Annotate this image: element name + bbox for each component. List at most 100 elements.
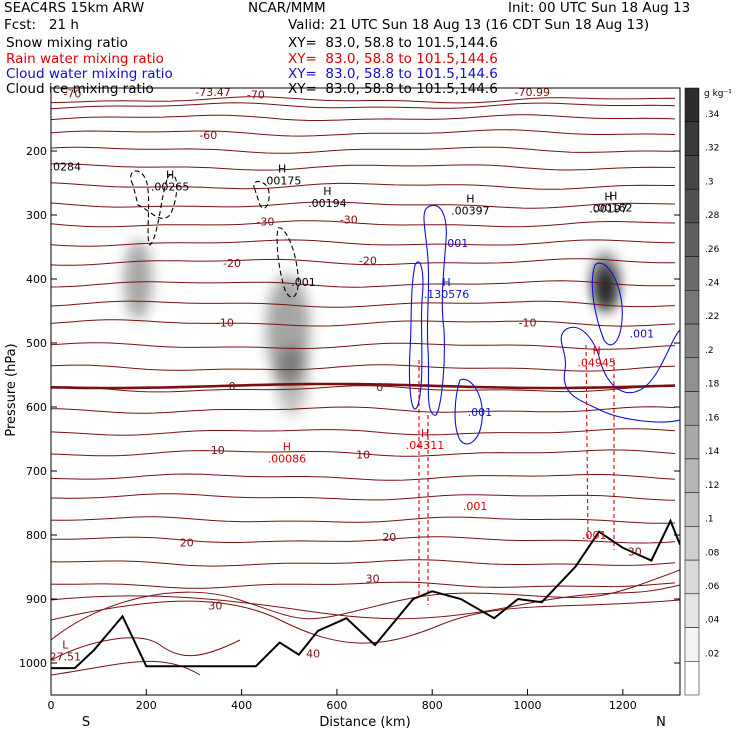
model-title: SEAC4RS 15km ARW — [4, 0, 145, 16]
colorbar: .34 .32 .3 .28 .26 .24 .22 .2 .18 .16 .14 .12 .1 .08.… — [684, 87, 720, 696]
extremum-value: .130576 — [424, 288, 470, 301]
lower-isotherm-2 — [51, 569, 680, 641]
colorbar-label: .18 — [705, 380, 720, 390]
temperature-label: 10 — [211, 444, 225, 457]
field-xy-cloud-water: XY= 83.0, 58.8 to 101.5,144.6 — [288, 66, 498, 82]
isotherm-3 — [51, 129, 676, 137]
colorbar-label: .26 — [705, 245, 720, 255]
temperature-label: 20 — [180, 537, 194, 550]
isotherm-15 — [51, 364, 676, 372]
mixing-contour-2 — [276, 227, 299, 298]
x-end-label-south: S — [82, 715, 90, 730]
mixing-contour-label: .0284 — [50, 160, 82, 173]
colorbar-label: .16 — [705, 413, 720, 423]
mixing-contour-3 — [423, 204, 447, 416]
extremum-mark: L — [62, 639, 69, 652]
temperature-label: 30 — [366, 573, 380, 586]
mixing-contour-label: .001 — [444, 237, 469, 250]
field-label-snow: Snow mixing ratio — [6, 35, 128, 51]
y-tick-label: 500 — [26, 337, 47, 350]
colorbar-label: .22 — [705, 312, 719, 322]
extremum-value: .04945 — [577, 356, 616, 369]
temperature-label: 30 — [208, 599, 222, 612]
extremum-mark: H — [278, 163, 286, 176]
y-tick-label: 200 — [26, 145, 47, 158]
colorbar-label: .06 — [705, 582, 720, 592]
extremum-mark: H — [323, 185, 331, 198]
extremum-value: 27.51 — [50, 651, 82, 664]
isotherm-24 — [51, 559, 676, 567]
valid-time: Valid: 21 UTC Sun 18 Aug 13 (16 CDT Sun … — [288, 17, 650, 33]
isotherm-16 — [51, 385, 676, 393]
mixing-contour-label: .001 — [463, 500, 488, 513]
temperature-label: -70 — [247, 89, 265, 102]
lower-isotherm-4 — [51, 660, 201, 676]
x-tick-label: 0 — [48, 699, 55, 712]
isotherm-17 — [51, 406, 676, 414]
colorbar-label: .14 — [705, 447, 720, 457]
temperature-contours — [51, 96, 680, 676]
y-tick-label: 900 — [26, 593, 47, 606]
extremum-value: .00175 — [263, 175, 302, 188]
extremum-mark: H — [166, 168, 174, 181]
colorbar-bin — [684, 661, 700, 696]
colorbar-label: .08 — [705, 548, 720, 558]
y-tick-label: 1000 — [19, 657, 47, 670]
extremum-mark: H — [283, 440, 291, 453]
y-tick-label: 800 — [26, 529, 47, 542]
colorbar-label: .04 — [705, 616, 720, 626]
x-axis-label: Distance (km) — [319, 715, 410, 730]
init-time: Init: 00 UTC Sun 18 Aug 13 — [508, 0, 691, 16]
mixing-contour-7 — [591, 262, 623, 346]
mixing-contour-label: .001 — [468, 406, 493, 419]
snow-shade-4 — [596, 268, 616, 312]
colorbar-label: .3 — [705, 177, 714, 187]
isotherm-6 — [51, 182, 675, 190]
temperature-label: -20 — [223, 257, 241, 270]
colorbar-bin — [684, 458, 700, 493]
mixing-contour-label: .001 — [582, 529, 607, 542]
colorbar-bin — [684, 424, 700, 460]
isotherm-25 — [51, 581, 676, 589]
isotherm-13 — [51, 319, 676, 327]
x-tick-label: 400 — [231, 699, 252, 712]
extremum-value: .00397 — [451, 205, 490, 218]
temperature-label: 40 — [306, 647, 320, 660]
colorbar-bin — [684, 256, 700, 291]
extremum-mark: H — [592, 344, 600, 357]
temperature-label: 20 — [382, 531, 396, 544]
mixing-contour-label: .001 — [630, 327, 655, 340]
org-title: NCAR/MMM — [248, 0, 326, 16]
snow-shade-2 — [276, 345, 308, 415]
isotherm-10 — [51, 258, 675, 266]
colorbar-label: .28 — [705, 211, 720, 221]
contour-labels: -70 -73.47 -70 -70.99 -60 -30 -30 -20 -20 -10 -10 0… — [50, 86, 655, 664]
temperature-label: -10 — [216, 317, 234, 330]
extremum-value: .00197 — [589, 203, 628, 216]
y-tick-label: 400 — [26, 273, 47, 286]
colorbar-bin — [684, 391, 700, 426]
temperature-label: -70.99 — [515, 86, 550, 99]
terrain-profile — [51, 518, 680, 670]
colorbar-bin — [684, 87, 700, 122]
temperature-label: -60 — [199, 129, 217, 142]
isotherm-zero — [51, 382, 676, 390]
isotherm-14 — [51, 342, 676, 350]
isotherm-12 — [51, 300, 676, 308]
x-tick-label: 600 — [326, 699, 347, 712]
colorbar-label: .2 — [705, 346, 714, 356]
snow-shading — [124, 240, 619, 415]
extremum-value: .00162 — [594, 201, 633, 214]
temperature-label: -10 — [519, 317, 537, 330]
extremum-mark: H — [442, 276, 450, 289]
plot-frame — [50, 87, 681, 696]
colorbar-bin — [684, 188, 700, 224]
y-axis-label: Pressure (hPa) — [4, 343, 19, 436]
lower-isotherm-3 — [51, 637, 241, 661]
isotherm-22 — [51, 516, 676, 524]
axes: 0 200 400 600 800 1000 12001000900800700600500… — [19, 145, 680, 712]
colorbar-label: .34 — [705, 110, 720, 120]
temperature-label: 0 — [229, 380, 236, 393]
colorbar-bin — [684, 290, 700, 325]
